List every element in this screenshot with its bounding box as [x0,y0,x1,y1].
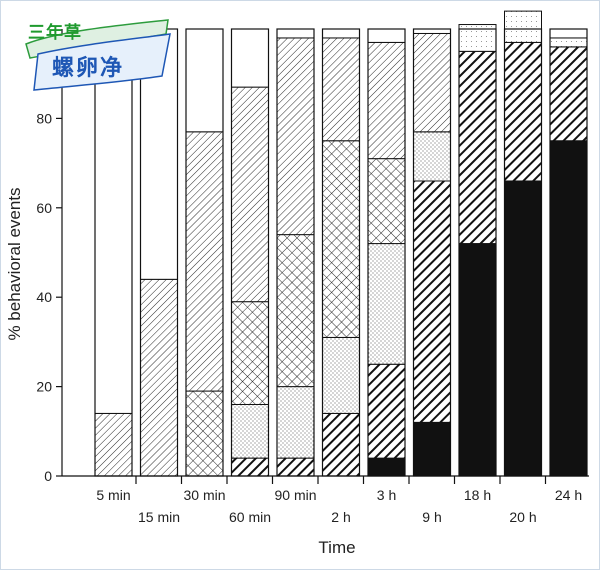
bar-segments [94,10,588,477]
bar-segment-solid [458,243,497,477]
bar-segment-blank [413,28,451,34]
x-tick-label: 15 min [138,509,180,525]
bar-segment-light-hatch [413,32,451,133]
bar-segment-stipple [231,403,269,459]
y-axis-label-group: % behavioral events [5,187,24,340]
bar-segment-stipple [276,386,315,459]
y-axis-label: % behavioral events [5,187,24,340]
x-tick-label: 3 h [377,487,396,503]
bar-segment-solid [549,140,588,477]
x-tick-label: 60 min [229,509,271,525]
y-tick-label: 40 [36,289,52,305]
bar-segment-crosshatch [185,390,224,477]
x-tick-label: 2 h [331,509,350,525]
bar-segment-solid [367,457,406,477]
bar-segment-stipple [413,131,451,182]
bar-segment-light-hatch [185,131,224,392]
bar-segment-stipple [367,243,406,365]
bar-segment-crosshatch [322,140,360,338]
bar-segment-heavy-hatch [231,457,269,477]
bar-segment-crosshatch [367,158,406,245]
y-tick-label: 20 [36,379,52,395]
bar-segment-blank [185,28,224,133]
bar-segment-crosshatch [231,301,269,405]
x-tick-label: 9 h [422,509,441,525]
bar-segment-blank [231,28,269,88]
x-axis-label: Time [318,538,355,557]
brand-logo: 三年草 螺卵净 [22,14,172,94]
bar-segment-heavy-hatch [322,412,360,477]
bar-segment-crosshatch [276,234,315,388]
bar-segment-light-hatch [367,41,406,160]
bar-segment-heavy-hatch [413,180,451,423]
bar-segment-light-stipple [504,10,542,43]
bar-segment-heavy-hatch [458,50,497,245]
bar-segment-heavy-hatch [549,46,588,142]
y-tick-label: 0 [44,468,52,484]
bar-segment-solid [413,421,451,477]
bar-segment-blank [322,28,360,39]
bar-segment-stipple [322,336,360,414]
x-tick-label: 18 h [464,487,491,503]
bar-segment-light-hatch [231,86,269,303]
bar-segment-heavy-hatch [276,457,315,477]
y-tick-label: 80 [36,110,52,126]
bar-segment-heavy-hatch [367,363,406,459]
bar-segment-blank [367,28,406,43]
bar-segment-solid [504,180,542,477]
bar-segment-light-hatch [140,278,178,477]
x-tick-label: 30 min [183,487,225,503]
bar-segment-blank [276,28,315,39]
logo-top-text: 三年草 [28,23,82,43]
x-tick-label: 90 min [274,487,316,503]
x-tick-label: 20 h [509,509,536,525]
bar-segment-heavy-hatch [504,41,542,182]
bar-segment-light-stipple [549,37,588,48]
bar-segment-light-hatch [94,412,133,477]
bar-segment-blank [549,28,588,39]
bar-segment-light-hatch [322,37,360,142]
bar-segment-light-hatch [276,37,315,236]
x-tick-label: 5 min [96,487,130,503]
x-tick-label: 24 h [555,487,582,503]
y-tick-label: 60 [36,200,52,216]
logo-main-text: 螺卵净 [52,56,125,81]
logo-swoosh [25,19,171,91]
bar-segment-blank [94,28,133,414]
